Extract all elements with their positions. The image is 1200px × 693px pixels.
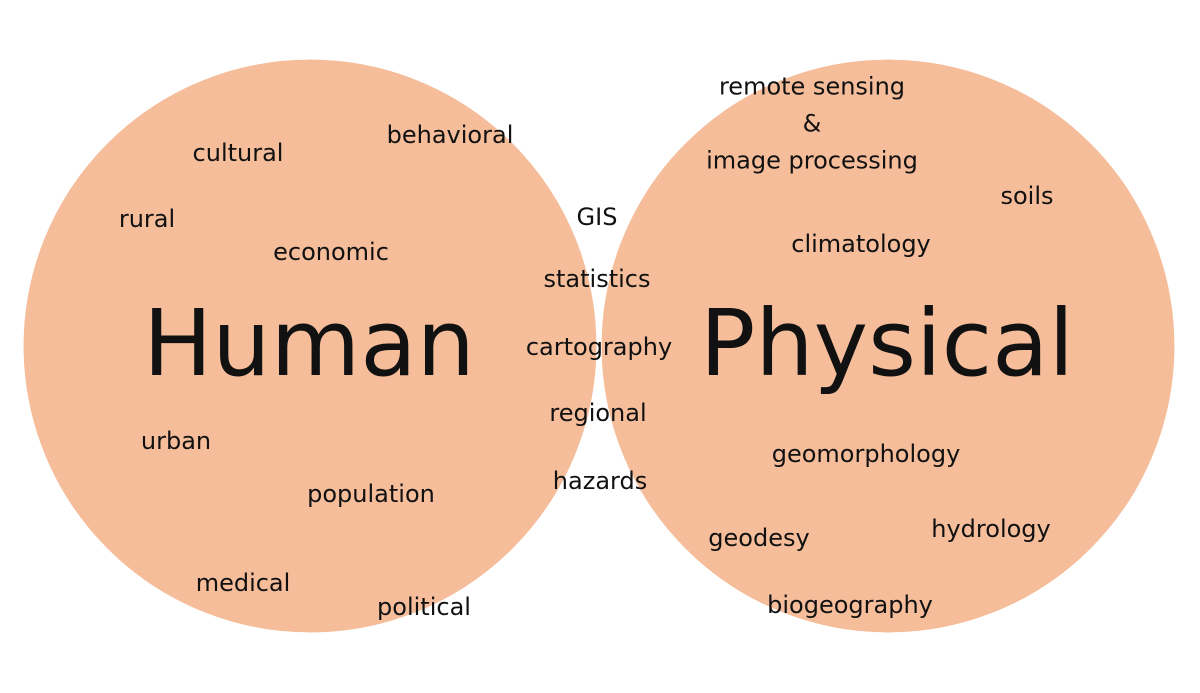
term-geomorphology: geomorphology [771, 440, 961, 468]
term-remote-sensing-line1: remote sensing [718, 72, 906, 101]
term-hydrology: hydrology [931, 515, 1051, 543]
term-rural: rural [118, 205, 176, 233]
term-remote-sensing-line2: & [802, 109, 822, 138]
term-remote-sensing-line3: image processing [706, 146, 918, 175]
term-gis: GIS [576, 203, 618, 231]
term-hazards: hazards [552, 467, 648, 495]
term-climatology: climatology [791, 230, 931, 258]
term-soils: soils [1000, 182, 1054, 210]
human-circle-outline [20, 56, 600, 636]
term-statistics: statistics [543, 265, 651, 293]
term-biogeography: biogeography [767, 591, 933, 619]
term-cartography: cartography [525, 333, 673, 361]
term-geodesy: geodesy [708, 524, 810, 552]
term-medical: medical [195, 569, 291, 597]
term-behavioral: behavioral [386, 121, 514, 149]
human-title: Human [143, 290, 475, 397]
term-regional: regional [549, 399, 647, 427]
physical-title: Physical [699, 290, 1075, 397]
physical-circle-outline [598, 56, 1178, 636]
term-remote-sensing: remote sensing & image processing [706, 69, 918, 180]
term-population: population [307, 480, 435, 508]
term-economic: economic [273, 238, 389, 266]
term-cultural: cultural [192, 139, 284, 167]
term-political: political [377, 593, 471, 621]
term-urban: urban [140, 427, 212, 455]
